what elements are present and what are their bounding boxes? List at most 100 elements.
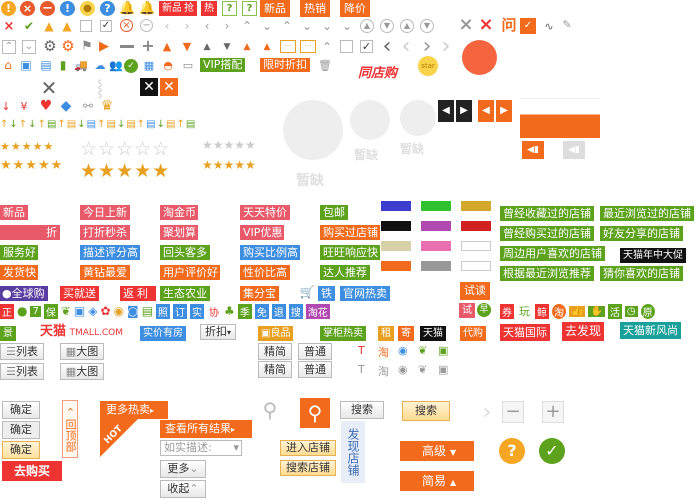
home-icon[interactable]: ⌂ [4,58,12,72]
arrow-right-large-icon[interactable]: › [422,34,432,59]
collapse-down-icon[interactable]: ⌄ [22,40,36,54]
bookmark-icon[interactable]: ✓ [520,18,536,34]
close-gray-icon[interactable]: × [458,14,474,35]
prev-black-icon[interactable]: ◀ [438,100,454,122]
scroll-up-icon[interactable]: ▲ [400,19,414,33]
close-orange-box-icon[interactable]: ✕ [160,78,178,96]
gear-orange-icon[interactable]: ⚙ [61,36,75,55]
cart-icon[interactable]: 🛒 [299,285,315,299]
view-all-results-button[interactable]: 查看所有结果▸ [160,420,252,438]
tag-item[interactable]: 达人推荐 [320,265,370,280]
shop-tag[interactable]: 猜你喜欢的店铺 [600,266,683,281]
arrow-left-large-icon[interactable]: ‹ [382,34,392,59]
tmall-logo[interactable]: 天猫 TMALL.COM [40,324,123,340]
tag-item[interactable]: 黄钻最爱 [80,265,130,280]
tag-item[interactable]: VIP优惠 [240,225,284,240]
triangle-up-icon[interactable]: ▲ [203,41,211,52]
search-orange-button[interactable]: ⚲ [300,398,330,428]
rating-stars-large[interactable]: ★★★★★ [80,160,171,182]
help-square-icon[interactable]: ? [242,1,257,16]
price-drop-button[interactable]: 降价 [340,0,370,17]
description-select[interactable]: 如实描述: ▾ [160,440,242,456]
store-icon[interactable]: ▣ [20,58,32,72]
tag-item[interactable]: 性价比高 [240,265,290,280]
ask-icon[interactable]: 问 [501,16,517,34]
heart-icon[interactable]: ♥ [39,98,53,114]
triangle-up-orange-icon[interactable]: ▲ [263,41,271,52]
list-view-button[interactable]: ☰列表 [0,363,44,380]
arrow-right-icon[interactable]: › [224,19,230,33]
advanced-button[interactable]: 高级 ▼ [400,441,474,461]
tag-item[interactable]: 聚划算 [160,225,198,240]
tmall-fashion-tag[interactable]: 天猫新风尚 [620,322,681,339]
tag-item[interactable]: 天天特价 [240,205,290,220]
chevron-down-icon[interactable]: ⌄ [321,19,333,33]
minus-icon[interactable]: − [40,1,55,16]
minus-bar-icon[interactable] [120,45,134,48]
tag-item[interactable]: 购买过店铺 [320,225,380,240]
tag-item[interactable]: 今日上新 [80,205,130,220]
hotsale-button[interactable]: 热销 [300,0,330,17]
arrow-right-large-icon[interactable]: › [441,34,451,59]
hot-sale-tag[interactable]: 掌柜热卖 [320,326,366,341]
arrow-right-icon[interactable]: › [184,19,190,33]
tag-item[interactable]: 服务好 [0,245,38,260]
rating-stars-gray[interactable]: ☆☆☆☆☆ [80,138,171,160]
more-button[interactable]: 更多⌄ [160,460,206,478]
global-buy-tag[interactable]: ●全球购 [0,286,48,301]
collapse-button[interactable]: 收起⌃ [160,480,206,498]
good-product-tag[interactable]: ▣良品 [258,326,294,341]
collapse-up-icon[interactable]: ⌃ [2,40,16,54]
normal-view-button[interactable]: 普通 [298,361,332,378]
tag-item[interactable]: 折 [0,225,60,240]
close-red-icon[interactable]: × [478,14,494,35]
chevron-up-icon[interactable]: ⌃ [321,40,333,54]
prev-tab-gray-icon[interactable]: ◀▮ [563,141,585,159]
new-button[interactable]: 新品 [260,0,290,17]
tag-item[interactable]: 回头客多 [160,245,210,260]
iron-tag[interactable]: 铁 [318,286,335,301]
tag-item[interactable]: 新品 [0,205,28,220]
search-icon[interactable]: ⚲ [262,398,278,422]
tag-item[interactable]: 打折秒杀 [80,225,130,240]
tag-item[interactable]: 旺旺响应快 [320,245,380,260]
rebate-tag[interactable]: 返利 [120,286,156,301]
confirm-button[interactable]: 确定 [2,401,40,419]
help-circle-icon[interactable]: ? [499,438,525,464]
comment-icon[interactable]: ··· [300,40,316,53]
checkbox-checked-icon[interactable]: ✓ [360,40,373,53]
shop-tag[interactable]: 根据最近浏览推荐 [500,266,594,281]
confirm-button[interactable]: 确定 [2,421,40,439]
simple-view-button[interactable]: 精简 [258,343,292,360]
comment-icon[interactable]: ··· [280,40,296,53]
arrow-left-large-icon[interactable]: ‹ [401,34,411,59]
buy-send-tag[interactable]: 买就送 [60,286,99,301]
simple-mode-button[interactable]: 简易 ▲ [400,471,474,491]
shop-tag[interactable]: 曾经购买过的店铺 [500,226,594,241]
search-button[interactable]: 搜索 [340,401,384,419]
confirm-button[interactable]: 确定 [2,441,40,459]
triangle-up-orange-icon[interactable]: ▲ [243,41,251,52]
shop-tag[interactable]: 周边用户喜欢的店铺 [500,246,605,261]
arrow-left-icon[interactable]: ‹ [204,19,210,33]
checkbox-checked-icon[interactable]: ✓ [100,20,112,32]
tmall-intl-tag[interactable]: 天猫国际 [500,324,550,341]
grid-view-button[interactable]: ▦大图 [60,343,104,360]
search-button-gold[interactable]: 搜索 [402,401,450,421]
tag-item[interactable]: 包邮 [320,205,348,220]
close-black-box-icon[interactable]: ✕ [140,78,158,96]
close-circle-icon[interactable]: × [120,19,133,32]
chevron-up-icon[interactable]: ⌃ [281,19,293,33]
close-small-icon[interactable]: × [3,18,15,34]
plus-icon[interactable]: + [141,36,155,55]
plus-box-icon[interactable]: + [542,401,564,423]
go-find-tag[interactable]: 去发现 [562,322,605,341]
more-hot-button[interactable]: 更多热卖▸ [100,401,168,419]
next-orange-icon[interactable]: ▶ [496,100,512,122]
arrow-up-icon[interactable]: ▲ [162,39,172,53]
grid-view-button[interactable]: ▦大图 [60,363,104,380]
collect-tag[interactable]: 集分宝 [240,286,279,301]
checkbox-empty-icon[interactable] [340,40,353,53]
official-hot-tag[interactable]: 官网热卖 [340,286,390,301]
scroll-down-icon[interactable]: ▼ [420,19,434,33]
